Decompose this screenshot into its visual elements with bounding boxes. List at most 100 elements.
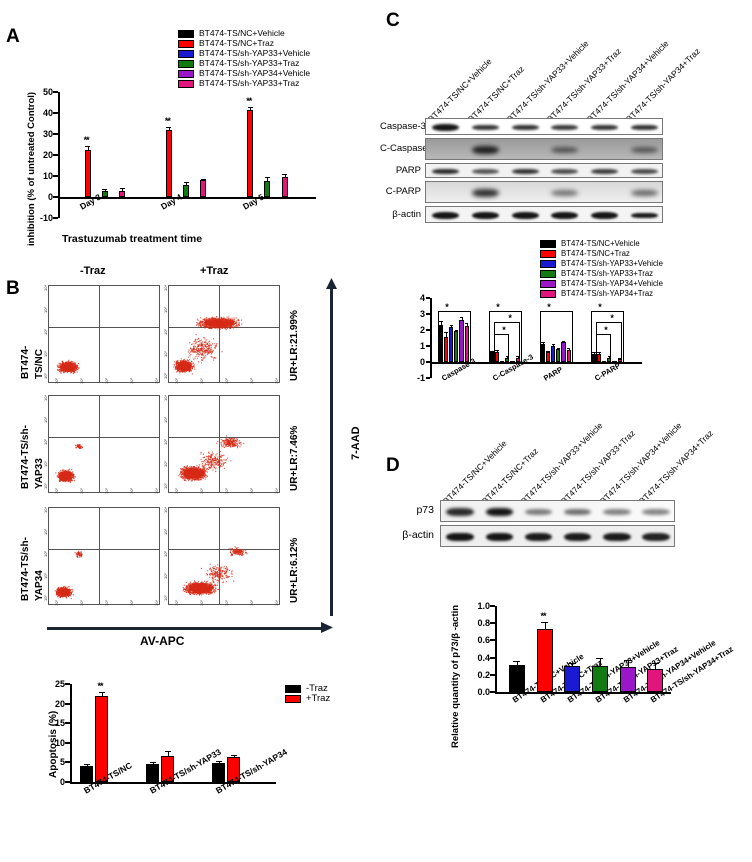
panel-c-error-bar [446, 332, 448, 338]
panel-c-error-bar [466, 323, 468, 326]
panel-d-y-tick [490, 639, 495, 642]
x-axis-arrow-avapc [47, 627, 325, 630]
panel-d-error-cap [596, 658, 604, 660]
panel-a-bar [238, 196, 245, 199]
panel-a-bar [264, 181, 271, 197]
panel-c-error-cap [546, 350, 550, 352]
panel-a-error-bar [168, 127, 170, 131]
legend-label: BT474-TS/sh-YAP33+Traz [199, 58, 300, 69]
legend-label: BT474-TS/NC+Traz [199, 38, 275, 49]
apoptosis-bar [161, 755, 174, 782]
panel-d-y-tick [490, 691, 495, 693]
panel-c-error-cap [551, 343, 556, 345]
panel-c-blot-band [591, 212, 618, 219]
panel-c-bar [510, 361, 515, 364]
legend-swatch-1 [540, 249, 556, 258]
apoptosis-significance: ** [97, 680, 104, 691]
panel-c-blot-band [630, 212, 658, 219]
panel-c-error-cap [444, 332, 448, 334]
panel-d-blot-band [485, 507, 514, 517]
panel-c-significance: * [445, 301, 448, 312]
panel-c-significance-bracket [438, 310, 471, 362]
panel-c-blot-band [511, 124, 539, 131]
flow-y-tick-label: 10² [163, 551, 168, 557]
panel-c-blot-band [551, 147, 579, 153]
panel-d-blot-band [524, 532, 553, 542]
panel-c-bar [495, 352, 500, 362]
panel-a-significance: ** [83, 134, 90, 145]
panel-c-significance: * [502, 325, 505, 335]
panel-c-y-tick [426, 329, 430, 331]
flow-y-tick-label: 10² [163, 439, 168, 445]
panel-c-y-tick [426, 313, 430, 315]
flow-x-tick-label: 10⁴ [154, 377, 159, 384]
panel-c-bar [454, 330, 459, 362]
legend-label: -Traz [306, 683, 328, 695]
panel-a-bar [93, 196, 100, 199]
flow-y-tick-label: 10³ [163, 529, 168, 535]
panel-c-lane-label: BT474-TS/sh-YAP34+Vehicle [584, 38, 671, 124]
panel-c-blot-band [591, 124, 618, 131]
quadrant-horizontal-divider [49, 549, 159, 550]
legend-swatch-3 [540, 269, 556, 278]
panel-c-error-cap [597, 352, 601, 354]
apoptosis-x-axis [70, 782, 276, 784]
flow-y-tick-label: 10² [163, 329, 168, 335]
flow-y-tick-label: 10³ [43, 529, 48, 535]
chart-panel-a: -10 0 10 20 30 40 50 ** Day 3 ** Day 4 ** Day 5 [22, 86, 322, 246]
panel-a-bar [191, 196, 198, 199]
panel-c-bar [597, 354, 602, 362]
panel-d-blot-row-label: β-actin [402, 529, 434, 541]
apoptosis-error-cap [164, 751, 171, 753]
flow-x-tick-label: 10³ [249, 600, 254, 606]
panel-c-significance-bracket [591, 310, 624, 362]
panel-d-blot-row-label: p73 [416, 504, 434, 516]
panel-a-error-cap [102, 189, 108, 191]
flow-cytometry-plot [48, 285, 160, 383]
quadrant-horizontal-divider [169, 437, 279, 438]
flow-cytometry-plot [48, 507, 160, 605]
panel-c-significance: * [604, 325, 607, 335]
panel-d-error-bar [572, 662, 574, 667]
panel-a-bar [273, 196, 280, 199]
panel-a-y-tick [53, 133, 58, 135]
flow-x-tick-label: 10³ [249, 488, 254, 494]
flow-x-tick-label: 10³ [129, 488, 134, 494]
apoptosis-bar [146, 763, 159, 782]
panel-d-blot-band [446, 508, 474, 516]
panel-c-blot-row-label: β-actin [392, 208, 421, 220]
panel-a-error-cap [200, 178, 206, 180]
panel-c-significance: * [508, 313, 511, 323]
panel-c-y-tick-label: 0 [419, 357, 425, 367]
panel-c-significance-bracket-outer [494, 322, 521, 362]
legend-item: BT474-TS/sh-YAP33+Vehicle [540, 259, 663, 269]
panel-a-bar [84, 149, 91, 197]
panel-a-x-tick-label: Day 5 [240, 191, 266, 212]
panel-d-x-axis [495, 692, 671, 694]
legend-item: BT474-TS/NC+Traz [178, 39, 310, 49]
apoptosis-y-tick-label: 0 [59, 777, 65, 787]
legend-label: BT474-TS/sh-YAP34+Vehicle [199, 68, 311, 79]
panel-d-bar [536, 628, 553, 692]
quadrant-horizontal-divider [49, 437, 159, 438]
legend-label: BT474-TS/sh-YAP33+Vehicle [561, 259, 663, 269]
legend-item: +Traz [285, 694, 330, 704]
y-axis-arrow-7aad [330, 286, 333, 616]
panel-c-error-bar [568, 348, 570, 351]
panel-c-blot-row-label: C-PARP [385, 186, 421, 197]
panel-d-blot-band [642, 532, 670, 542]
panel-c-significance: * [547, 301, 550, 312]
apoptosis-bar [95, 696, 108, 782]
flow-y-tick-label: 10⁰ [163, 372, 168, 379]
panel-c-error-cap [439, 320, 443, 322]
panel-d-y-tick [490, 605, 495, 607]
panel-c-blot-band [511, 212, 539, 219]
panel-c-blot-row-label: Caspase-3 [380, 120, 426, 132]
legend-label: BT474-TS/sh-YAP33+Traz [199, 78, 300, 89]
panel-d-y-tick [490, 622, 495, 625]
flow-cytometry-plot [48, 395, 160, 493]
apoptosis-y-tick-label: 10 [54, 737, 65, 748]
quadrant-vertical-divider [99, 286, 100, 382]
legend-item: BT474-TS/sh-YAP33+Vehicle [178, 49, 310, 59]
panel-d-y-axis [495, 606, 497, 692]
